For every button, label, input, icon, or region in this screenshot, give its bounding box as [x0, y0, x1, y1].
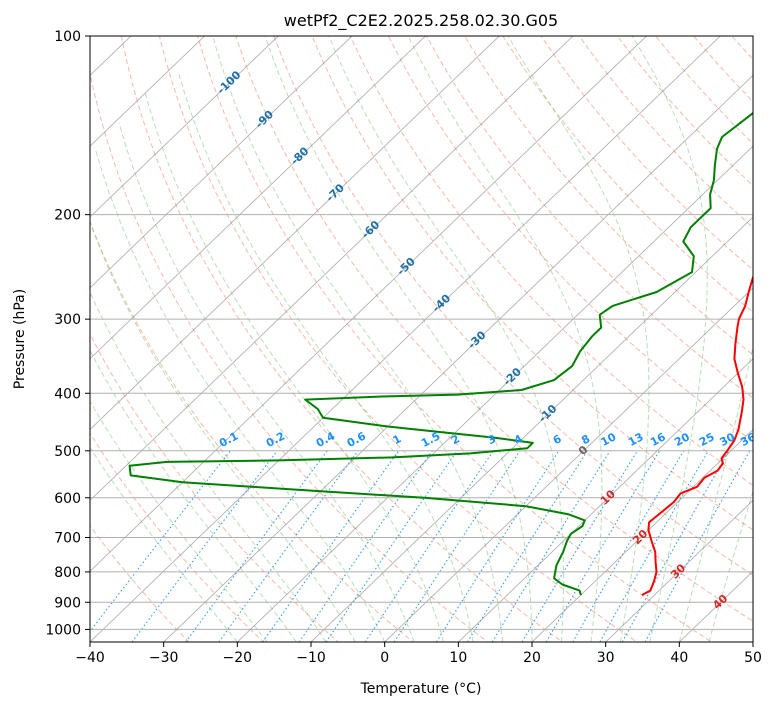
x-tick-label: −20	[223, 650, 253, 666]
y-tick-label: 700	[54, 531, 81, 547]
moist-adiabat-line	[144, 93, 445, 642]
moist-adiabat-line	[407, 36, 603, 642]
x-tick-label: 20	[523, 650, 541, 666]
x-axis-title: Temperature (°C)	[360, 681, 482, 697]
mixing-ratio-line	[218, 450, 359, 642]
mixing-ratio-label: 13	[626, 430, 646, 449]
y-tick-label: 400	[54, 386, 81, 402]
sounding-layer	[128, 111, 753, 596]
temperature-trace	[641, 275, 753, 596]
x-tick-label: 30	[597, 650, 615, 666]
y-tick-label: 100	[54, 29, 81, 45]
mixing-ratio-line	[325, 450, 458, 642]
y-tick-label: 1000	[45, 622, 81, 638]
isotherm-line	[236, 145, 753, 642]
x-tick-label: 50	[744, 650, 762, 666]
isotherm-line	[310, 216, 753, 642]
y-tick-label: 600	[54, 491, 81, 507]
mixing-ratio-line	[491, 450, 611, 642]
y-tick-label: 200	[54, 208, 81, 224]
moist-adiabat-line	[177, 71, 474, 642]
x-tick-label: −10	[296, 650, 326, 666]
dry-adiabat-line	[502, 36, 753, 313]
mixing-ratio-line	[364, 450, 494, 642]
y-tick-label: 300	[54, 312, 81, 328]
isotherm-line	[90, 36, 721, 642]
mixing-ratio-line	[185, 450, 328, 642]
dry-adiabat-line	[464, 36, 753, 356]
isotherm-line	[90, 36, 279, 218]
isotherm-line	[90, 36, 500, 431]
moist-adiabat-line	[708, 489, 753, 642]
mixing-ratio-label: 16	[648, 430, 668, 449]
isotherm-line	[90, 36, 427, 360]
moist-adiabat-line	[631, 36, 708, 642]
isotherm-line	[457, 358, 753, 642]
plot-frame	[89, 35, 754, 643]
mixing-ratio-line	[621, 450, 730, 642]
moist-adiabat-line	[90, 400, 268, 642]
x-tick-label: 40	[670, 650, 688, 666]
y-tick-label: 900	[54, 595, 81, 611]
dewpoint-trace	[128, 111, 753, 596]
y-axis: 100 200 300 400 500 600 700 800 900 1000	[45, 29, 90, 638]
isotherms-layer	[90, 36, 753, 642]
moist-adiabat-line	[328, 36, 564, 642]
plot-area: -100-90-80-70-60-50-40-30-20-10010203040…	[90, 36, 758, 642]
mixing-ratio-line	[298, 450, 433, 642]
y-tick-label: 500	[54, 444, 81, 460]
dry-adiabat-line	[387, 36, 753, 443]
dry-adiabat-line	[90, 524, 190, 642]
mixing-ratio-line	[521, 450, 638, 642]
mixing-ratio-label: 10	[599, 430, 619, 449]
isotherm-line	[531, 428, 753, 642]
isotherm-line	[90, 36, 353, 289]
x-axis: −40 −30 −20 −10 0 10 20 30 40 50	[75, 642, 762, 666]
dry-adiabat-line	[158, 36, 638, 642]
mixing-ratio-label: 25	[697, 430, 717, 449]
isotherm-line	[90, 36, 648, 572]
y-axis-title: Pressure (hPa)	[12, 289, 28, 389]
moist-adiabat-line	[90, 220, 356, 642]
chart-title: wetPf2_C2E2.2025.258.02.30.G05	[284, 11, 558, 31]
moist-adiabat-line	[264, 36, 533, 642]
mixing-ratio-line	[435, 450, 560, 642]
isotherm-line	[90, 36, 574, 501]
x-tick-label: −30	[149, 650, 179, 666]
mixing-ratio-label: 30	[718, 430, 738, 449]
y-tick-label: 800	[54, 565, 81, 581]
isotherm-line	[163, 74, 753, 642]
x-tick-label: 0	[380, 650, 389, 666]
mixing-ratio-label: 36	[738, 430, 758, 449]
moist-adiabat-line	[678, 344, 753, 642]
isotherm-line	[384, 287, 753, 642]
dry-adiabat-line	[90, 70, 489, 642]
moist-adiabat-line	[90, 291, 327, 642]
moist-adiabat-line	[90, 349, 297, 642]
x-tick-label: 10	[449, 650, 467, 666]
moist-adiabat-line	[507, 36, 650, 642]
x-tick-label: −40	[75, 650, 105, 666]
dry-adiabat-line	[120, 36, 564, 642]
dry-adiabat-line	[311, 36, 753, 531]
isotherm-line	[90, 36, 206, 147]
mixing-ratio-label: 20	[672, 430, 692, 449]
moist-adiabat-line	[212, 36, 503, 642]
isotherm-line	[605, 499, 753, 642]
